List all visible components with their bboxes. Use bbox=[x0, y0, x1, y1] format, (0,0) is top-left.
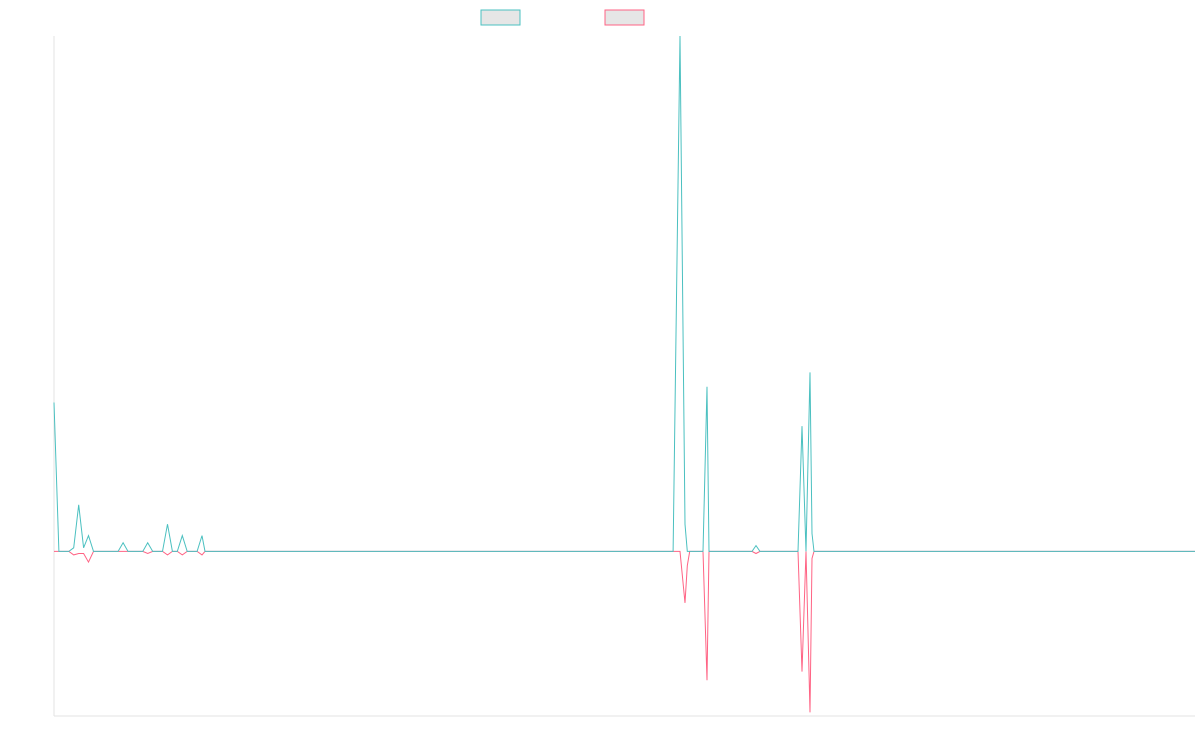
legend-item-2[interactable] bbox=[604, 9, 645, 26]
series-2-line[interactable] bbox=[54, 550, 1195, 713]
legend-item-1[interactable] bbox=[480, 9, 521, 26]
series-1-line[interactable] bbox=[53, 35, 1195, 552]
chart-legend[interactable] bbox=[480, 9, 645, 26]
legend-swatch-2[interactable] bbox=[604, 9, 645, 26]
legend-swatch-1[interactable] bbox=[480, 9, 521, 26]
series-layer bbox=[53, 35, 1195, 713]
